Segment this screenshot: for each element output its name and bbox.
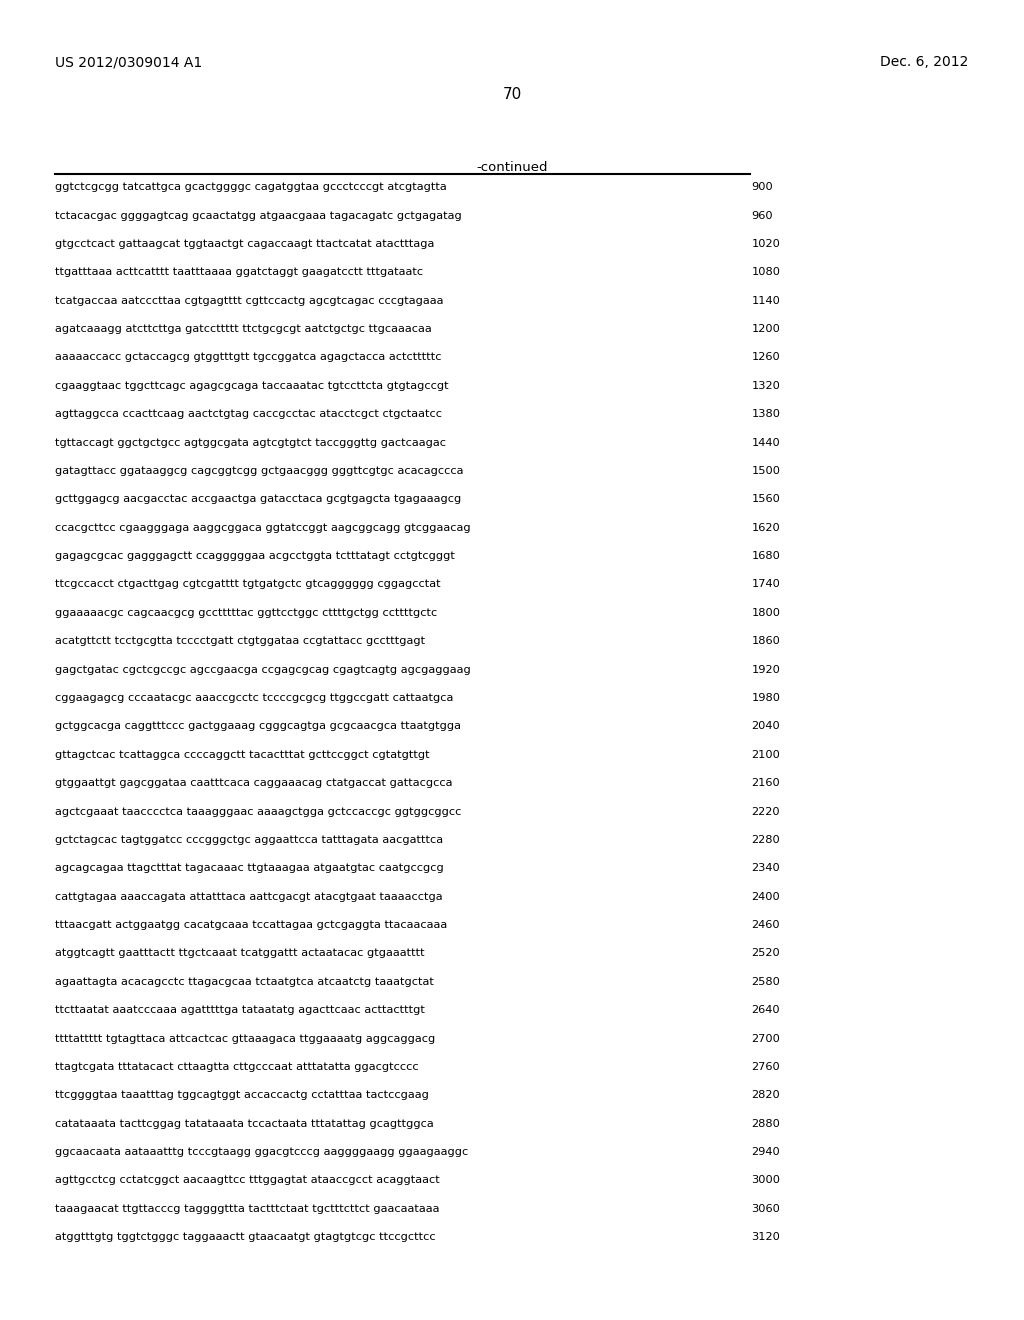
- Text: 2160: 2160: [752, 777, 780, 788]
- Text: 2460: 2460: [752, 920, 780, 931]
- Text: aaaaaccacc gctaccagcg gtggtttgtt tgccggatca agagctacca actctttttc: aaaaaccacc gctaccagcg gtggtttgtt tgccgga…: [55, 352, 441, 363]
- Text: 2580: 2580: [752, 977, 780, 987]
- Text: 1680: 1680: [752, 552, 780, 561]
- Text: 2700: 2700: [752, 1034, 780, 1044]
- Text: atggtttgtg tggtctgggc taggaaactt gtaacaatgt gtagtgtcgc ttccgcttcc: atggtttgtg tggtctgggc taggaaactt gtaacaa…: [55, 1233, 436, 1242]
- Text: 960: 960: [752, 210, 773, 220]
- Text: atggtcagtt gaatttactt ttgctcaaat tcatggattt actaatacac gtgaaatttt: atggtcagtt gaatttactt ttgctcaaat tcatgga…: [55, 948, 425, 958]
- Text: 3060: 3060: [752, 1204, 780, 1214]
- Text: agatcaaagg atcttcttga gatccttttt ttctgcgcgt aatctgctgc ttgcaaacaa: agatcaaagg atcttcttga gatccttttt ttctgcg…: [55, 325, 432, 334]
- Text: agaattagta acacagcctc ttagacgcaa tctaatgtca atcaatctg taaatgctat: agaattagta acacagcctc ttagacgcaa tctaatg…: [55, 977, 434, 987]
- Text: ttagtcgata tttatacact cttaagtta cttgcccaat atttatatta ggacgtcccc: ttagtcgata tttatacact cttaagtta cttgccca…: [55, 1061, 419, 1072]
- Text: gctctagcac tagtggatcc cccgggctgc aggaattcca tatttagata aacgatttca: gctctagcac tagtggatcc cccgggctgc aggaatt…: [55, 834, 443, 845]
- Text: 3000: 3000: [752, 1175, 780, 1185]
- Text: 1620: 1620: [752, 523, 780, 533]
- Text: 1080: 1080: [752, 267, 780, 277]
- Text: gcttggagcg aacgacctac accgaactga gatacctaca gcgtgagcta tgagaaagcg: gcttggagcg aacgacctac accgaactga gatacct…: [55, 495, 462, 504]
- Text: cgaaggtaac tggcttcagc agagcgcaga taccaaatac tgtccttcta gtgtagccgt: cgaaggtaac tggcttcagc agagcgcaga taccaaa…: [55, 380, 449, 391]
- Text: 2220: 2220: [752, 807, 780, 817]
- Text: catataaata tacttcggag tatataaata tccactaata tttatattag gcagttggca: catataaata tacttcggag tatataaata tccacta…: [55, 1118, 434, 1129]
- Text: 2820: 2820: [752, 1090, 780, 1101]
- Text: tgttaccagt ggctgctgcc agtggcgata agtcgtgtct taccgggttg gactcaagac: tgttaccagt ggctgctgcc agtggcgata agtcgtg…: [55, 438, 446, 447]
- Text: 2760: 2760: [752, 1061, 780, 1072]
- Text: agcagcagaa ttagctttat tagacaaac ttgtaaagaa atgaatgtac caatgccgcg: agcagcagaa ttagctttat tagacaaac ttgtaaag…: [55, 863, 444, 874]
- Text: 1260: 1260: [752, 352, 780, 363]
- Text: gatagttacc ggataaggcg cagcggtcgg gctgaacggg gggttcgtgc acacagccca: gatagttacc ggataaggcg cagcggtcgg gctgaac…: [55, 466, 464, 477]
- Text: 1920: 1920: [752, 665, 780, 675]
- Text: 1740: 1740: [752, 579, 780, 590]
- Text: 2520: 2520: [752, 948, 780, 958]
- Text: 1200: 1200: [752, 325, 780, 334]
- Text: gttagctcac tcattaggca ccccaggctt tacactttat gcttccggct cgtatgttgt: gttagctcac tcattaggca ccccaggctt tacactt…: [55, 750, 430, 760]
- Text: gtggaattgt gagcggataa caatttcaca caggaaacag ctatgaccat gattacgcca: gtggaattgt gagcggataa caatttcaca caggaaa…: [55, 777, 453, 788]
- Text: 2280: 2280: [752, 834, 780, 845]
- Text: ccacgcttcc cgaagggaga aaggcggaca ggtatccggt aagcggcagg gtcggaacag: ccacgcttcc cgaagggaga aaggcggaca ggtatcc…: [55, 523, 471, 533]
- Text: acatgttctt tcctgcgtta tcccctgatt ctgtggataa ccgtattacc gcctttgagt: acatgttctt tcctgcgtta tcccctgatt ctgtgga…: [55, 636, 425, 647]
- Text: tcatgaccaa aatcccttaa cgtgagtttt cgttccactg agcgtcagac cccgtagaaa: tcatgaccaa aatcccttaa cgtgagtttt cgttcca…: [55, 296, 443, 306]
- Text: agctcgaaat taacccctca taaagggaac aaaagctgga gctccaccgc ggtggcggcc: agctcgaaat taacccctca taaagggaac aaaagct…: [55, 807, 462, 817]
- Text: 2340: 2340: [752, 863, 780, 874]
- Text: 900: 900: [752, 182, 773, 193]
- Text: 2940: 2940: [752, 1147, 780, 1158]
- Text: ttttattttt tgtagttaca attcactcac gttaaagaca ttggaaaatg aggcaggacg: ttttattttt tgtagttaca attcactcac gttaaag…: [55, 1034, 435, 1044]
- Text: ttcggggtaa taaatttag tggcagtggt accaccactg cctatttaa tactccgaag: ttcggggtaa taaatttag tggcagtggt accaccac…: [55, 1090, 429, 1101]
- Text: ttcttaatat aaatcccaaa agatttttga tataatatg agacttcaac acttactttgt: ttcttaatat aaatcccaaa agatttttga tataata…: [55, 1006, 425, 1015]
- Text: gctggcacga caggtttccc gactggaaag cgggcagtga gcgcaacgca ttaatgtgga: gctggcacga caggtttccc gactggaaag cgggcag…: [55, 721, 461, 731]
- Text: 2400: 2400: [752, 892, 780, 902]
- Text: agttgcctcg cctatcggct aacaagttcc tttggagtat ataaccgcct acaggtaact: agttgcctcg cctatcggct aacaagttcc tttggag…: [55, 1175, 440, 1185]
- Text: cggaagagcg cccaatacgc aaaccgcctc tccccgcgcg ttggccgatt cattaatgca: cggaagagcg cccaatacgc aaaccgcctc tccccgc…: [55, 693, 454, 704]
- Text: US 2012/0309014 A1: US 2012/0309014 A1: [55, 55, 203, 70]
- Text: ggtctcgcgg tatcattgca gcactggggc cagatggtaa gccctcccgt atcgtagtta: ggtctcgcgg tatcattgca gcactggggc cagatgg…: [55, 182, 447, 193]
- Text: 2640: 2640: [752, 1006, 780, 1015]
- Text: ggcaacaata aataaatttg tcccgtaagg ggacgtcccg aaggggaagg ggaagaaggc: ggcaacaata aataaatttg tcccgtaagg ggacgtc…: [55, 1147, 469, 1158]
- Text: 1980: 1980: [752, 693, 780, 704]
- Text: ttgatttaaa acttcatttt taatttaaaa ggatctaggt gaagatcctt tttgataatc: ttgatttaaa acttcatttt taatttaaaa ggatcta…: [55, 267, 423, 277]
- Text: 3120: 3120: [752, 1233, 780, 1242]
- Text: tttaacgatt actggaatgg cacatgcaaa tccattagaa gctcgaggta ttacaacaaa: tttaacgatt actggaatgg cacatgcaaa tccatta…: [55, 920, 447, 931]
- Text: 1380: 1380: [752, 409, 780, 420]
- Text: 2880: 2880: [752, 1118, 780, 1129]
- Text: Dec. 6, 2012: Dec. 6, 2012: [881, 55, 969, 70]
- Text: -continued: -continued: [476, 161, 548, 174]
- Text: 1860: 1860: [752, 636, 780, 647]
- Text: 1440: 1440: [752, 438, 780, 447]
- Text: 70: 70: [503, 87, 521, 102]
- Text: 2100: 2100: [752, 750, 780, 760]
- Text: 1560: 1560: [752, 495, 780, 504]
- Text: gagctgatac cgctcgccgc agccgaacga ccgagcgcag cgagtcagtg agcgaggaag: gagctgatac cgctcgccgc agccgaacga ccgagcg…: [55, 665, 471, 675]
- Text: taaagaacat ttgttacccg taggggttta tactttctaat tgctttcttct gaacaataaa: taaagaacat ttgttacccg taggggttta tactttc…: [55, 1204, 439, 1214]
- Text: 1320: 1320: [752, 380, 780, 391]
- Text: ttcgccacct ctgacttgag cgtcgatttt tgtgatgctc gtcagggggg cggagcctat: ttcgccacct ctgacttgag cgtcgatttt tgtgatg…: [55, 579, 441, 590]
- Text: tctacacgac ggggagtcag gcaactatgg atgaacgaaa tagacagatc gctgagatag: tctacacgac ggggagtcag gcaactatgg atgaacg…: [55, 210, 462, 220]
- Text: cattgtagaa aaaccagata attatttaca aattcgacgt atacgtgaat taaaacctga: cattgtagaa aaaccagata attatttaca aattcga…: [55, 892, 443, 902]
- Text: 1500: 1500: [752, 466, 780, 477]
- Text: 1020: 1020: [752, 239, 780, 249]
- Text: agttaggcca ccacttcaag aactctgtag caccgcctac atacctcgct ctgctaatcc: agttaggcca ccacttcaag aactctgtag caccgcc…: [55, 409, 442, 420]
- Text: gagagcgcac gagggagctt ccagggggaa acgcctggta tctttatagt cctgtcgggt: gagagcgcac gagggagctt ccagggggaa acgcctg…: [55, 552, 456, 561]
- Text: 1140: 1140: [752, 296, 780, 306]
- Text: ggaaaaacgc cagcaacgcg gcctttttac ggttcctggc cttttgctgg ccttttgctc: ggaaaaacgc cagcaacgcg gcctttttac ggttcct…: [55, 607, 437, 618]
- Text: gtgcctcact gattaagcat tggtaactgt cagaccaagt ttactcatat atactttaga: gtgcctcact gattaagcat tggtaactgt cagacca…: [55, 239, 434, 249]
- Text: 2040: 2040: [752, 721, 780, 731]
- Text: 1800: 1800: [752, 607, 780, 618]
